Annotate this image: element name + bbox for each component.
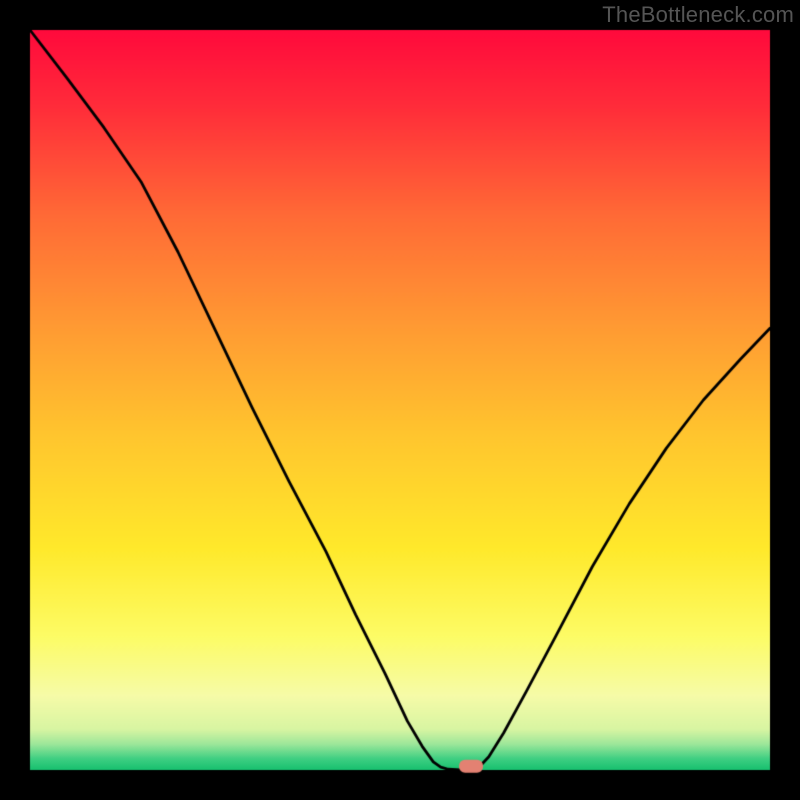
- bottleneck-chart-canvas: [0, 0, 800, 800]
- watermark-text: TheBottleneck.com: [602, 2, 794, 28]
- chart-container: TheBottleneck.com: [0, 0, 800, 800]
